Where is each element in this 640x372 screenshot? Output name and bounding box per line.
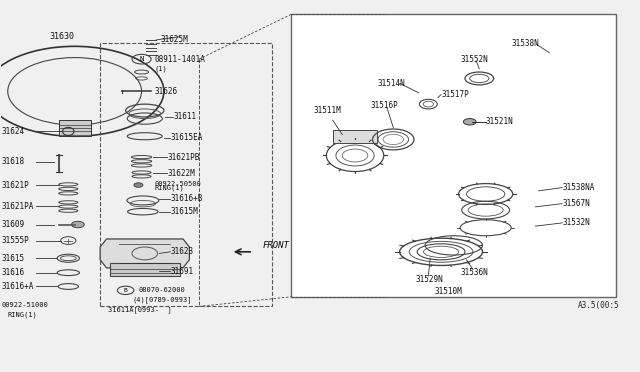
Text: N: N	[140, 56, 144, 62]
Text: 31609: 31609	[1, 220, 24, 229]
Text: 31521N: 31521N	[486, 117, 513, 126]
Text: 31691: 31691	[170, 267, 193, 276]
Text: 31555P: 31555P	[1, 236, 29, 245]
Text: 31630: 31630	[49, 32, 74, 41]
Text: 31517P: 31517P	[441, 90, 469, 99]
Text: 31536N: 31536N	[460, 268, 488, 277]
Text: 31616: 31616	[1, 268, 24, 277]
Text: 31615EA: 31615EA	[170, 133, 203, 142]
Circle shape	[463, 119, 476, 125]
Text: FRONT: FRONT	[262, 241, 289, 250]
Text: 00922-50500: 00922-50500	[154, 181, 201, 187]
Text: 31611A[0993-  ]: 31611A[0993- ]	[108, 306, 172, 313]
Text: B: B	[124, 288, 127, 293]
Text: 31622M: 31622M	[167, 169, 195, 178]
Text: 31510M: 31510M	[435, 288, 463, 296]
Text: 31532N: 31532N	[562, 218, 590, 227]
Text: 08911-1401A: 08911-1401A	[154, 55, 205, 64]
Polygon shape	[100, 239, 189, 268]
FancyBboxPatch shape	[333, 130, 378, 142]
Text: 31624: 31624	[1, 127, 24, 136]
Text: 31552N: 31552N	[460, 55, 488, 64]
Text: 31538NA: 31538NA	[562, 183, 595, 192]
Text: 31514N: 31514N	[378, 79, 405, 88]
Text: 31529N: 31529N	[415, 275, 444, 283]
Circle shape	[134, 183, 143, 187]
Text: A3.5(00:5: A3.5(00:5	[578, 301, 620, 310]
FancyBboxPatch shape	[291, 14, 616, 297]
FancyBboxPatch shape	[59, 120, 91, 136]
Text: (1): (1)	[154, 65, 167, 72]
Text: 31621P: 31621P	[1, 180, 29, 190]
Text: 31538N: 31538N	[511, 39, 539, 48]
Text: 31621PA: 31621PA	[1, 202, 34, 211]
Text: 31615M: 31615M	[170, 207, 198, 216]
Text: 31616+A: 31616+A	[1, 282, 34, 291]
Text: 31623: 31623	[170, 247, 193, 256]
Text: (4)[0789-0993]: (4)[0789-0993]	[132, 296, 191, 303]
Text: 08070-62000: 08070-62000	[138, 287, 185, 294]
Text: 31626: 31626	[154, 87, 177, 96]
Text: 31618: 31618	[1, 157, 24, 166]
FancyBboxPatch shape	[109, 263, 180, 276]
Text: 31621PB: 31621PB	[167, 153, 200, 161]
Text: 31511M: 31511M	[314, 106, 341, 115]
Text: 31567N: 31567N	[562, 199, 590, 208]
Text: 31611: 31611	[173, 112, 196, 122]
Text: RING(1): RING(1)	[154, 185, 184, 192]
Text: 00922-51000: 00922-51000	[1, 302, 48, 308]
Text: RING(1): RING(1)	[8, 311, 38, 318]
Text: 31516P: 31516P	[371, 101, 399, 110]
Text: 31615: 31615	[1, 254, 24, 263]
Text: 31616+B: 31616+B	[170, 194, 203, 203]
Circle shape	[72, 221, 84, 228]
Text: 31625M: 31625M	[161, 35, 188, 44]
